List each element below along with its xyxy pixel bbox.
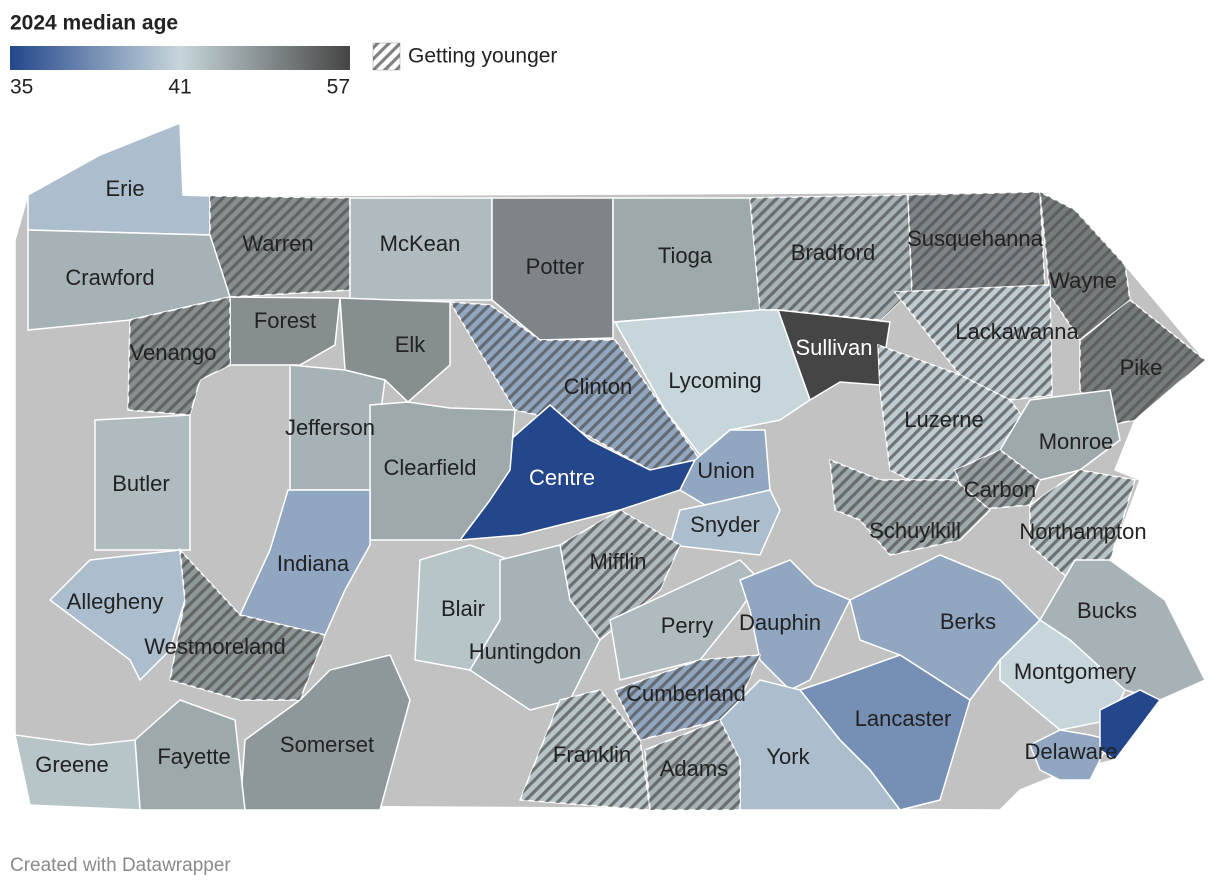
county-label: Luzerne xyxy=(904,407,984,432)
county-label: Dauphin xyxy=(739,610,821,635)
county-hatch xyxy=(750,195,912,320)
county xyxy=(1099,689,1162,762)
county-label: Venango xyxy=(130,340,217,365)
legend-gradient xyxy=(10,46,350,70)
county-label: Lycoming xyxy=(668,368,761,393)
county-label: Crawford xyxy=(65,265,154,290)
county-label: Wayne xyxy=(1049,268,1117,293)
county-label: Blair xyxy=(441,596,485,621)
county-hatch xyxy=(520,690,650,810)
county-label: York xyxy=(766,744,810,769)
county-label: Clearfield xyxy=(384,455,477,480)
county-hatch xyxy=(1030,470,1135,580)
county-label: Monroe xyxy=(1039,429,1114,454)
county-hatch xyxy=(560,510,680,640)
county-label: Allegheny xyxy=(67,589,164,614)
county-label: Centre xyxy=(529,465,595,490)
county xyxy=(369,401,516,541)
county-label: Clinton xyxy=(564,374,632,399)
county-label: Bradford xyxy=(791,240,875,265)
county xyxy=(613,309,811,457)
county xyxy=(999,619,1126,731)
legend-tick-label: 35 xyxy=(10,76,33,99)
footer: Created with Datawrapper xyxy=(10,855,231,876)
county-hatch xyxy=(170,550,325,700)
county-label: Butler xyxy=(112,471,169,496)
county-hatch xyxy=(645,720,740,810)
county-label: McKean xyxy=(380,231,461,256)
county-label: Westmoreland xyxy=(144,634,285,659)
county-label: Berks xyxy=(940,609,996,634)
county xyxy=(48,549,186,682)
county-hatch xyxy=(830,460,990,555)
counties xyxy=(14,121,1207,811)
county-label: Greene xyxy=(35,752,108,777)
county xyxy=(1029,729,1112,781)
county-hatch xyxy=(1040,192,1130,340)
county-label: Union xyxy=(697,458,754,483)
county-label: Forest xyxy=(254,308,316,333)
county-label: Delaware xyxy=(1025,739,1118,764)
legend-hatch xyxy=(373,43,400,70)
county-label: Indiana xyxy=(277,551,350,576)
county-label: Jefferson xyxy=(285,415,375,440)
county-label: Elk xyxy=(395,332,427,357)
legend-hatch-label: Getting younger xyxy=(408,45,557,68)
county-label: Adams xyxy=(660,756,728,781)
county-label: Warren xyxy=(242,231,313,256)
county xyxy=(94,414,191,551)
county-label: Perry xyxy=(661,613,714,638)
county-hatch xyxy=(615,655,760,740)
county xyxy=(491,197,614,341)
county-label: Erie xyxy=(105,176,144,201)
county-label: Carbon xyxy=(964,477,1036,502)
county-label: Lancaster xyxy=(855,706,952,731)
county-label: Pike xyxy=(1120,355,1163,380)
county xyxy=(609,559,761,681)
map-title: 2024 median age xyxy=(10,12,178,35)
county-label: Tioga xyxy=(658,243,713,268)
county-label: Susquehanna xyxy=(907,226,1044,251)
county-hatch xyxy=(895,285,1052,400)
county-label: Schuylkill xyxy=(869,518,961,543)
county-hatch xyxy=(128,297,230,415)
county xyxy=(239,654,411,811)
county-label: Lackawanna xyxy=(955,319,1079,344)
county-label: Potter xyxy=(526,254,585,279)
county-hatch xyxy=(955,450,1040,510)
county xyxy=(238,489,371,636)
labels: Erie Warren McKean Potter Tioga Bradford Susqu… xyxy=(35,176,1162,781)
legend-tick-label: 41 xyxy=(168,76,191,99)
county-label: Fayette xyxy=(157,744,230,769)
legend-tick-label: 57 xyxy=(327,76,350,99)
county-label: Snyder xyxy=(690,512,760,537)
county xyxy=(739,559,852,691)
county xyxy=(14,734,141,811)
county-label: Sullivan xyxy=(795,335,872,360)
county-label: Northampton xyxy=(1019,519,1146,544)
county-label: Franklin xyxy=(553,742,631,767)
county-hatch xyxy=(908,192,1045,292)
county-hatch xyxy=(450,302,700,470)
county-label: Cumberland xyxy=(626,681,746,706)
county-label: Montgomery xyxy=(1014,659,1136,684)
county-label: Somerset xyxy=(280,732,374,757)
county-label: Mifflin xyxy=(589,549,646,574)
county-label: Bucks xyxy=(1077,598,1137,623)
county-label: Huntingdon xyxy=(469,639,582,664)
county-hatch xyxy=(210,196,350,297)
